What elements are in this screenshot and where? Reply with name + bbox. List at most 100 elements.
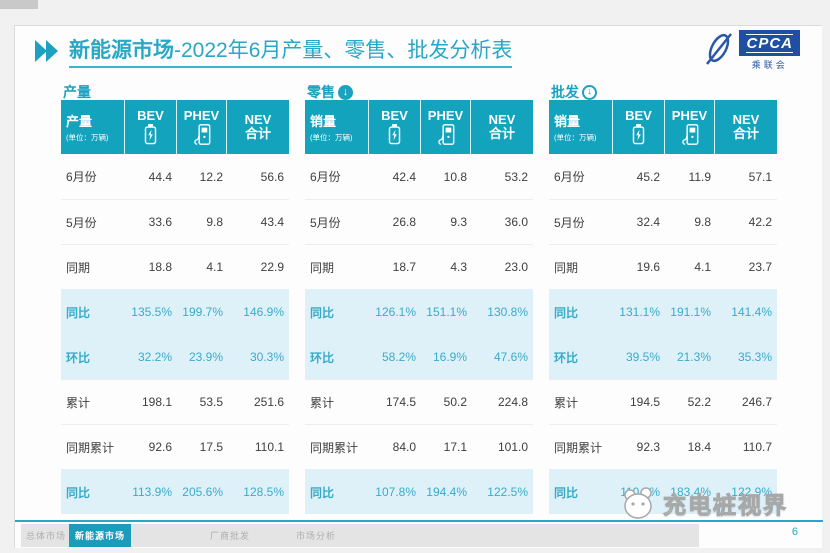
table-header-phev: PHEV xyxy=(665,100,715,154)
nev-column-label-line1: NEV xyxy=(244,111,272,127)
data-table-批发: 销量 (单位：万辆) BEV PHEV xyxy=(549,100,777,514)
table-row: 同比 126.1% 151.1% 130.8% xyxy=(305,289,533,334)
battery-icon xyxy=(144,124,157,145)
measure-label: 销量 xyxy=(554,114,581,129)
row-label: 同期 xyxy=(66,260,91,275)
footer-tab-厂商批发[interactable]: 厂商批发 xyxy=(209,531,250,541)
cell-value: 58.2% xyxy=(381,350,416,364)
row-label: 6月份 xyxy=(554,170,585,184)
cell-value: 130.8% xyxy=(487,305,528,319)
cell-value: 131.1% xyxy=(619,305,660,319)
cell-value: 9.8 xyxy=(206,215,223,229)
cell-value: 12.2 xyxy=(199,169,223,184)
table-row: 环比 39.5% 21.3% 35.3% xyxy=(549,334,777,379)
cell-value: 17.5 xyxy=(199,440,223,454)
table-row: 环比 32.2% 23.9% 30.3% xyxy=(61,334,289,379)
footer-tab-新能源市场[interactable]: 新能源市场 xyxy=(69,524,131,547)
row-label: 5月份 xyxy=(66,215,97,230)
table-body: 6月份 44.4 12.2 56.6 5月份 33.6 9.8 43.4 同期 18.8 4.1 22… xyxy=(61,154,289,514)
cell-value: 10.8 xyxy=(443,169,467,184)
cell-value: 53.5 xyxy=(199,395,223,409)
cell-value: 11.9 xyxy=(688,169,711,184)
table-row: 6月份 45.2 11.9 57.1 xyxy=(549,154,777,199)
cell-value: 18.8 xyxy=(148,260,172,274)
charging-station-icon xyxy=(681,124,698,146)
cell-value: 42.4 xyxy=(392,169,416,184)
unit-label: (单位：万辆) xyxy=(310,133,353,142)
table-row: 同期累计 92.6 17.5 110.1 xyxy=(61,424,289,469)
table-body: 6月份 45.2 11.9 57.1 5月份 32.4 9.8 42.2 同期 19.6 4.1 23… xyxy=(549,154,777,514)
cell-value: 151.1% xyxy=(426,305,467,319)
nev-column-label-line1: NEV xyxy=(488,111,516,127)
row-label: 同期 xyxy=(554,260,579,275)
row-label: 环比 xyxy=(310,350,335,365)
cell-value: 110.7 xyxy=(742,440,772,454)
table-row: 同比 110.8% 183.4% 122.9% xyxy=(549,469,777,514)
cell-value: 194.5 xyxy=(629,395,660,409)
section-title-production: 产量 xyxy=(63,84,91,100)
footer-tab-总体市场[interactable]: 总体市场 xyxy=(25,531,66,541)
battery-icon xyxy=(632,124,645,145)
data-table-产量: 产量 (单位：万辆) BEV PHEV xyxy=(61,100,289,514)
bev-column-label: BEV xyxy=(381,107,408,123)
table-row: 同期累计 84.0 17.1 101.0 xyxy=(305,424,533,469)
cell-value: 42.2 xyxy=(748,215,772,229)
cpca-wordmark: CPCA xyxy=(739,30,800,56)
cell-value: 92.6 xyxy=(148,440,172,454)
cell-value: 4.3 xyxy=(450,260,467,274)
cell-value: 53.2 xyxy=(504,169,528,184)
phev-column-label: PHEV xyxy=(427,107,464,123)
footer-tab-市场分析[interactable]: 市场分析 xyxy=(295,531,336,541)
table-row: 5月份 33.6 9.8 43.4 xyxy=(61,199,289,244)
table-row: 同比 131.1% 191.1% 141.4% xyxy=(549,289,777,334)
cell-value: 174.5 xyxy=(385,395,416,409)
table-row: 累计 198.1 53.5 251.6 xyxy=(61,379,289,424)
cell-value: 122.9% xyxy=(731,485,772,499)
row-label: 6月份 xyxy=(310,170,341,184)
brand-watermark-text: 充电桩视界 xyxy=(663,492,788,519)
section-title-wholesale: 批发 ↓ xyxy=(551,82,597,102)
row-label: 同比 xyxy=(66,305,91,320)
cell-value: 47.6% xyxy=(493,350,528,364)
cell-value: 128.5% xyxy=(243,485,284,499)
table-row: 同期 18.7 4.3 23.0 xyxy=(305,244,533,289)
cell-value: 4.1 xyxy=(694,260,711,274)
row-label: 环比 xyxy=(66,350,91,365)
table-header-row: 产量 (单位：万辆) BEV PHEV xyxy=(61,100,289,154)
row-label: 同比 xyxy=(310,305,335,320)
table-header-phev: PHEV xyxy=(421,100,471,154)
row-label: 环比 xyxy=(554,350,579,365)
cell-value: 9.3 xyxy=(450,215,467,229)
cell-value: 23.9% xyxy=(188,350,223,364)
row-label: 累计 xyxy=(66,395,91,410)
table-header-bev: BEV xyxy=(613,100,665,154)
download-arrow-icon: ↓ xyxy=(582,84,597,100)
phev-column-label: PHEV xyxy=(183,107,220,123)
table-row: 累计 194.5 52.2 246.7 xyxy=(549,379,777,424)
table-row: 同比 107.8% 194.4% 122.5% xyxy=(305,469,533,514)
bev-column-label: BEV xyxy=(625,107,652,123)
battery-icon xyxy=(388,124,401,145)
cell-value: 30.3% xyxy=(249,350,284,364)
row-label: 5月份 xyxy=(310,215,341,230)
cell-value: 18.7 xyxy=(392,260,416,274)
cpca-logo: CPCA 乘联会 xyxy=(703,30,800,71)
cell-value: 113.9% xyxy=(132,485,172,499)
table-header-bev: BEV xyxy=(125,100,177,154)
row-label: 同期累计 xyxy=(66,440,115,455)
table-row: 6月份 42.4 10.8 53.2 xyxy=(305,154,533,199)
cell-value: 19.6 xyxy=(636,260,660,274)
cell-value: 191.1% xyxy=(670,305,711,319)
cell-value: 141.4% xyxy=(731,305,772,319)
cell-value: 246.7 xyxy=(741,395,772,409)
cell-value: 35.3% xyxy=(737,350,772,364)
download-arrow-icon: ↓ xyxy=(338,84,353,100)
row-label: 同期 xyxy=(310,260,335,275)
table-header-row: 销量 (单位：万辆) BEV PHEV xyxy=(305,100,533,154)
table-header-measure: 产量 (单位：万辆) xyxy=(61,100,125,154)
cell-value: 9.8 xyxy=(694,215,711,229)
cell-value: 135.5% xyxy=(131,305,172,319)
cell-value: 56.6 xyxy=(260,169,284,184)
cell-value: 57.1 xyxy=(748,169,772,184)
